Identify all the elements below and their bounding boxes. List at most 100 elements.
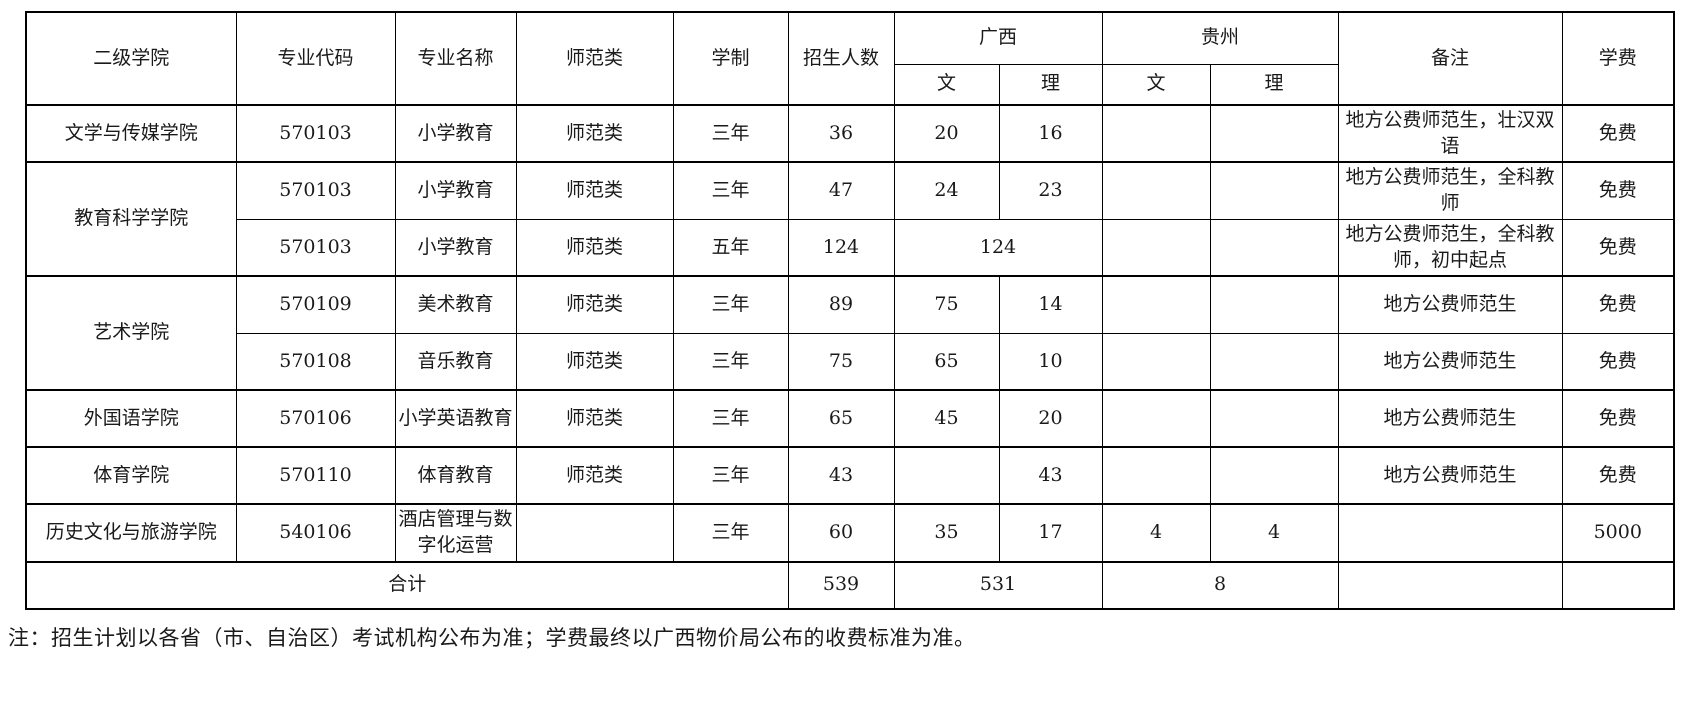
cell-total-guangxi: 531 <box>893 560 1103 610</box>
cell-guizhou-wen <box>1101 332 1211 391</box>
cell-guangxi-li: 43 <box>998 446 1103 505</box>
cell-total-remark <box>1337 560 1563 610</box>
total-row: 合计 539 531 8 <box>25 560 1675 610</box>
cell-guangxi-li: 23 <box>998 161 1103 220</box>
cell-remark: 地方公费师范生 <box>1337 389 1563 448</box>
cell-tuition: 免费 <box>1561 446 1675 505</box>
cell-remark: 地方公费师范生 <box>1337 332 1563 391</box>
cell-major-name: 小学英语教育 <box>394 389 517 448</box>
cell-tuition: 5000 <box>1561 503 1675 563</box>
cell-guizhou-wen <box>1101 389 1211 448</box>
header-remarks: 备注 <box>1337 11 1563 106</box>
header-guangxi: 广西 <box>893 11 1103 65</box>
cell-major-name: 小学教育 <box>394 161 517 220</box>
cell-enrollment: 124 <box>787 218 895 277</box>
cell-guangxi-li: 20 <box>998 389 1103 448</box>
cell-tuition: 免费 <box>1561 332 1675 391</box>
table-row: 艺术学院 570109 美术教育 师范类 三年 89 75 14 地方公费师范生… <box>25 275 1675 391</box>
header-duration: 学制 <box>672 11 789 106</box>
cell-guangxi-wen: 20 <box>893 103 1000 163</box>
cell-guizhou-wen <box>1101 103 1211 163</box>
cell-tuition: 免费 <box>1561 161 1675 220</box>
cell-major-code: 570108 <box>235 332 396 391</box>
cell-guangxi-li: 14 <box>998 275 1103 334</box>
cell-normal-type: 师范类 <box>515 218 674 277</box>
cell-major-code: 540106 <box>235 503 396 563</box>
cell-major-name: 音乐教育 <box>394 332 517 391</box>
header-guizhou-li: 理 <box>1209 63 1339 106</box>
cell-total-enrollment: 539 <box>787 560 895 610</box>
cell-college: 体育学院 <box>25 446 237 505</box>
cell-normal-type: 师范类 <box>515 389 674 448</box>
cell-duration: 五年 <box>672 218 789 277</box>
cell-college: 艺术学院 <box>25 275 237 391</box>
cell-total-guizhou: 8 <box>1101 560 1339 610</box>
header-guangxi-li: 理 <box>998 63 1103 106</box>
cell-guizhou-wen: 4 <box>1101 503 1211 563</box>
cell-normal-type: 师范类 <box>515 275 674 334</box>
cell-tuition: 免费 <box>1561 103 1675 163</box>
cell-college: 教育科学学院 <box>25 161 237 277</box>
cell-remark <box>1337 503 1563 563</box>
cell-tuition: 免费 <box>1561 275 1675 334</box>
cell-duration: 三年 <box>672 389 789 448</box>
cell-guizhou-li <box>1209 103 1339 163</box>
cell-guizhou-li <box>1209 275 1339 334</box>
cell-enrollment: 36 <box>787 103 895 163</box>
cell-major-name: 小学教育 <box>394 218 517 277</box>
cell-guangxi-li: 10 <box>998 332 1103 391</box>
table-row: 570108 音乐教育 师范类 三年 75 65 10 地方公费师范生 免费 <box>26 332 1675 391</box>
cell-enrollment: 75 <box>787 332 895 391</box>
cell-guangxi-li: 16 <box>998 103 1103 163</box>
cell-major-name: 小学教育 <box>394 103 517 163</box>
cell-total-tuition <box>1561 560 1675 610</box>
cell-guizhou-wen <box>1101 275 1211 334</box>
cell-major-code: 570103 <box>235 218 396 277</box>
cell-guizhou-li <box>1209 389 1339 448</box>
cell-duration: 三年 <box>672 275 789 334</box>
cell-duration: 三年 <box>672 103 789 163</box>
cell-normal-type: 师范类 <box>515 332 674 391</box>
table-row: 外国语学院 570106 小学英语教育 师范类 三年 65 45 20 地方公费… <box>25 389 1675 448</box>
enrollment-plan-table: 二级学院 专业代码 专业名称 师范类 学制 招生人数 广西 贵州 备注 学费 文… <box>25 11 1676 610</box>
cell-college: 历史文化与旅游学院 <box>25 503 237 563</box>
header-normal-type: 师范类 <box>515 11 674 106</box>
table-row: 历史文化与旅游学院 540106 酒店管理与数字化运营 三年 60 35 17 … <box>25 503 1675 563</box>
header-row-sub: 文 理 文 理 <box>26 63 1674 106</box>
cell-guizhou-li <box>1209 332 1339 391</box>
cell-major-code: 570103 <box>235 161 396 220</box>
enrollment-table-container: 二级学院 专业代码 专业名称 师范类 学制 招生人数 广西 贵州 备注 学费 文… <box>25 11 1676 610</box>
table-row: 文学与传媒学院 570103 小学教育 师范类 三年 36 20 16 地方公费… <box>25 103 1675 163</box>
cell-duration: 三年 <box>672 446 789 505</box>
cell-duration: 三年 <box>672 332 789 391</box>
cell-major-code: 570109 <box>235 275 396 334</box>
cell-normal-type: 师范类 <box>515 103 674 163</box>
cell-duration: 三年 <box>672 161 789 220</box>
cell-major-code: 570106 <box>235 389 396 448</box>
cell-remark: 地方公费师范生，壮汉双语 <box>1337 103 1563 163</box>
header-row-top: 二级学院 专业代码 专业名称 师范类 学制 招生人数 广西 贵州 备注 学费 <box>25 11 1675 106</box>
cell-guizhou-wen <box>1101 446 1211 505</box>
cell-duration: 三年 <box>672 503 789 563</box>
cell-guangxi-merged: 124 <box>893 218 1103 277</box>
cell-tuition: 免费 <box>1561 389 1675 448</box>
cell-major-name: 体育教育 <box>394 446 517 505</box>
cell-guangxi-wen: 65 <box>893 332 1000 391</box>
cell-remark: 地方公费师范生，全科教师 <box>1337 161 1563 220</box>
header-guangxi-wen: 文 <box>893 63 1000 106</box>
cell-remark: 地方公费师范生 <box>1337 446 1563 505</box>
cell-guizhou-wen <box>1101 218 1211 277</box>
table-row: 体育学院 570110 体育教育 师范类 三年 43 43 地方公费师范生 免费 <box>25 446 1675 505</box>
cell-guizhou-li <box>1209 218 1339 277</box>
cell-major-code: 570110 <box>235 446 396 505</box>
cell-guizhou-wen <box>1101 161 1211 220</box>
footnote: 注：招生计划以各省（市、自治区）考试机构公布为准；学费最终以广西物价局公布的收费… <box>8 626 976 650</box>
cell-enrollment: 47 <box>787 161 895 220</box>
cell-enrollment: 60 <box>787 503 895 563</box>
cell-remark: 地方公费师范生，全科教师，初中起点 <box>1337 218 1563 277</box>
cell-total-label: 合计 <box>25 560 789 610</box>
header-guizhou: 贵州 <box>1101 11 1339 65</box>
cell-college: 文学与传媒学院 <box>25 103 237 163</box>
cell-major-name: 美术教育 <box>394 275 517 334</box>
header-tuition: 学费 <box>1561 11 1675 106</box>
